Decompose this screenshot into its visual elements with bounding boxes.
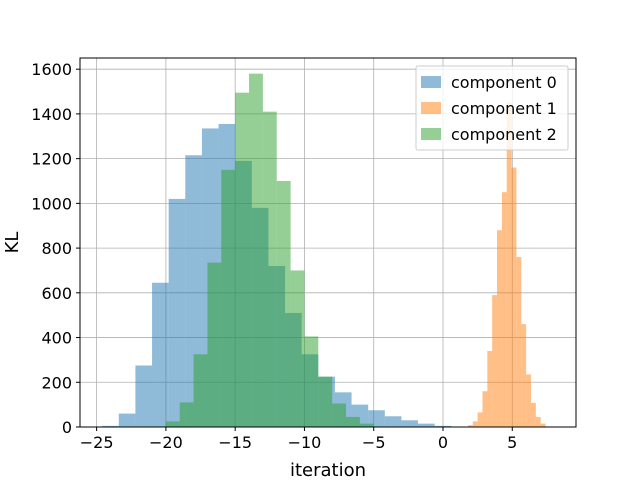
axes-frame xyxy=(79,57,577,428)
x-tick-label: −15 xyxy=(218,433,252,452)
x-tick-label: 5 xyxy=(507,433,517,452)
histogram-bar-series-0 xyxy=(135,365,153,427)
legend-box xyxy=(415,65,569,151)
histogram-bar-series-1 xyxy=(521,324,527,427)
histogram-bar-series-1 xyxy=(535,416,541,427)
histogram-bar-series-2 xyxy=(193,354,208,427)
y-tick-label: 1000 xyxy=(31,194,72,213)
histogram-bar-series-1 xyxy=(516,257,522,427)
histogram-bar-series-2 xyxy=(179,402,194,427)
histogram-bar-series-1 xyxy=(511,167,517,427)
histogram-bar-series-2 xyxy=(332,403,347,427)
histogram-bar-series-2 xyxy=(359,423,374,427)
y-tick-label: 800 xyxy=(41,239,72,258)
y-tick-label: 1400 xyxy=(31,105,72,124)
histogram-bar-series-2 xyxy=(276,181,291,427)
y-tick-label: 1600 xyxy=(31,60,72,79)
histogram-bar-series-1 xyxy=(530,402,536,427)
histogram-bar-series-2 xyxy=(165,421,180,427)
legend-label: component 0 xyxy=(451,73,557,92)
y-axis-label: KL xyxy=(2,232,23,254)
x-tick-label: −25 xyxy=(80,433,114,452)
histogram-bar-series-2 xyxy=(235,92,250,427)
legend-swatch xyxy=(421,102,441,114)
histogram-bar-series-0 xyxy=(118,413,136,427)
histogram-bar-series-2 xyxy=(290,270,305,427)
y-tick-label: 400 xyxy=(41,329,72,348)
histogram-bar-series-1 xyxy=(477,412,483,427)
histogram-bar-series-2 xyxy=(262,111,277,427)
histogram-bar-series-2 xyxy=(346,416,360,427)
x-tick-label: −5 xyxy=(362,433,386,452)
legend: component 0 component 1 component 2 xyxy=(415,65,569,151)
ticks: −25 −20 −15 −10 −5 0 5 0 200 400 600 800 1000 1200 140… xyxy=(31,60,517,452)
histogram-bar-series-1 xyxy=(506,102,512,428)
y-tick-label: 600 xyxy=(41,284,72,303)
histogram-bar-series-1 xyxy=(472,421,478,427)
legend-swatch xyxy=(421,128,441,140)
legend-label: component 1 xyxy=(451,99,557,118)
histogram-bar-series-1 xyxy=(497,230,502,427)
x-tick-label: −10 xyxy=(288,433,322,452)
histogram-bar-series-1 xyxy=(487,350,493,427)
histogram-bar-series-2 xyxy=(221,169,236,427)
histogram-bar-series-2 xyxy=(304,336,319,427)
histogram-bar-series-2 xyxy=(207,262,222,427)
histogram-bar-series-2 xyxy=(249,73,263,428)
histogram-bar-series-0 xyxy=(368,410,385,427)
legend-label: component 2 xyxy=(451,125,557,144)
histogram-bar-series-2 xyxy=(318,376,333,427)
x-tick-label: −20 xyxy=(149,433,183,452)
histogram-bar-series-1 xyxy=(482,391,488,427)
y-tick-label: 200 xyxy=(41,373,72,392)
x-tick-label: 0 xyxy=(438,433,448,452)
histogram-bar-series-0 xyxy=(152,282,169,427)
histogram-bar-series-0 xyxy=(401,420,419,427)
histogram-bar-series-0 xyxy=(168,198,186,427)
x-axis-label: iteration xyxy=(290,460,366,480)
y-tick-label: 1200 xyxy=(31,150,72,169)
bars xyxy=(102,73,546,428)
histogram-bar-series-1 xyxy=(467,425,473,427)
histogram-bar-series-1 xyxy=(501,192,507,427)
histogram-bar-series-0 xyxy=(418,423,435,427)
histogram-bar-series-0 xyxy=(102,425,119,427)
histogram-bar-series-0 xyxy=(384,416,402,427)
histogram-bar-series-1 xyxy=(526,374,531,427)
histogram-bar-series-1 xyxy=(540,423,546,427)
y-tick-label: 0 xyxy=(62,418,72,437)
histogram-bar-series-0 xyxy=(434,425,452,427)
legend-swatch xyxy=(421,76,441,88)
histogram-bar-series-1 xyxy=(492,295,498,427)
